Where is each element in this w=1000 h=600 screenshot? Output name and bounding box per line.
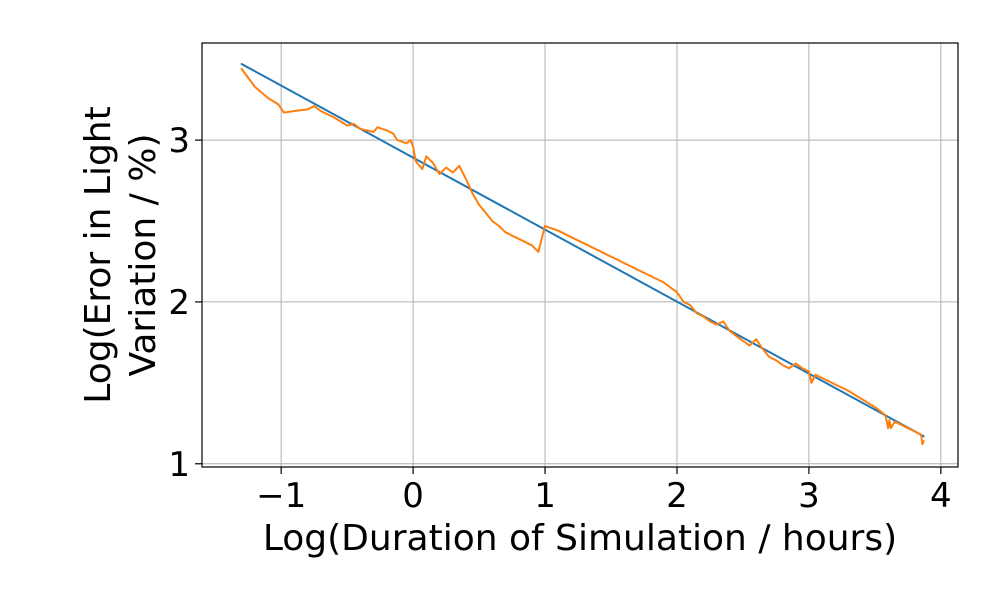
series-layer	[240, 63, 925, 446]
grid-lines	[202, 43, 958, 467]
y-axis-label-line-1: Log(Eror in Light	[78, 106, 119, 403]
y-tick-label: 3	[168, 121, 190, 161]
series-line-1	[240, 63, 925, 438]
x-axis-label: Log(Duration of Simulation / hours)	[263, 518, 897, 559]
x-tick-label: 4	[930, 476, 952, 516]
series-line-2	[240, 67, 925, 446]
x-tick-label: 3	[798, 476, 820, 516]
x-tick-label: 0	[402, 476, 424, 516]
y-tick-label: 1	[168, 445, 190, 485]
y-axis-label: Log(Eror in Light Variation / %)	[78, 106, 164, 403]
x-tick-label: 2	[666, 476, 688, 516]
plot-frame	[201, 42, 959, 468]
axis-ticks: −1 0 1 2 3 4 1 2 3	[168, 121, 951, 516]
x-tick-label: −1	[256, 476, 306, 516]
y-tick-label: 2	[168, 283, 190, 323]
y-axis-label-line-2: Variation / %)	[123, 134, 164, 377]
x-tick-label: 1	[534, 476, 556, 516]
